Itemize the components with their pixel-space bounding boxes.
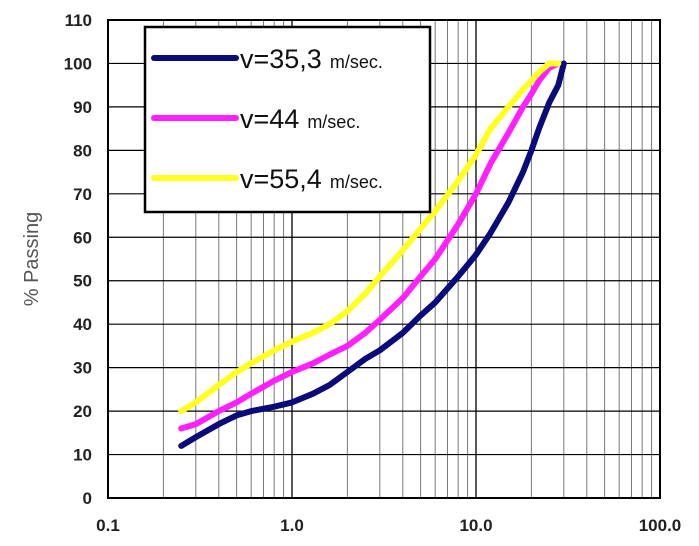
series-line-3 — [178, 60, 562, 415]
y-tick-label: 40 — [73, 315, 92, 334]
legend-entry-2: v=44 m/sec. — [240, 104, 360, 134]
legend-name-1: v=35,3 — [240, 44, 322, 74]
plot-border — [107, 19, 661, 499]
y-axis-label: % Passing — [21, 212, 43, 307]
series-lines — [178, 60, 567, 449]
legend-unit-2: m/sec. — [307, 112, 360, 132]
series-line-2 — [178, 60, 562, 432]
y-tick-label: 70 — [73, 185, 92, 204]
legend-unit-1: m/sec. — [330, 52, 383, 72]
legend-name-2: v=44 — [240, 104, 299, 134]
x-tick-labels: 0.1 1.0 10.0 100.0 — [96, 516, 681, 535]
legend-entry-1: v=35,3 m/sec. — [240, 44, 383, 74]
legend-entry-3: v=55,4 m/sec. — [240, 164, 383, 194]
legend-name-3: v=55,4 — [240, 164, 322, 194]
y-tick-label: 90 — [73, 98, 92, 117]
y-tick-label: 100 — [64, 54, 92, 73]
plot-frame — [107, 19, 661, 499]
y-tick-labels: 0 10 20 30 40 50 60 70 80 90 100 110 — [64, 11, 92, 508]
y-tick-label: 10 — [73, 446, 92, 465]
x-tick-label: 1.0 — [280, 516, 304, 535]
series-line-1 — [178, 60, 567, 449]
y-tick-label: 60 — [73, 228, 92, 247]
y-tick-label: 30 — [73, 359, 92, 378]
y-tick-label: 110 — [65, 11, 92, 30]
x-tick-label: 0.1 — [96, 516, 120, 535]
legend-unit-3: m/sec. — [330, 172, 383, 192]
y-tick-label: 0 — [83, 489, 92, 508]
legend: v=35,3 m/sec. v=44 m/sec. v=55,4 m/sec. — [143, 25, 432, 214]
x-tick-label: 100.0 — [639, 516, 682, 535]
y-tick-label: 80 — [73, 141, 92, 160]
y-tick-label: 50 — [73, 272, 92, 291]
x-tick-label: 10.0 — [459, 516, 492, 535]
y-tick-label: 20 — [73, 402, 92, 421]
